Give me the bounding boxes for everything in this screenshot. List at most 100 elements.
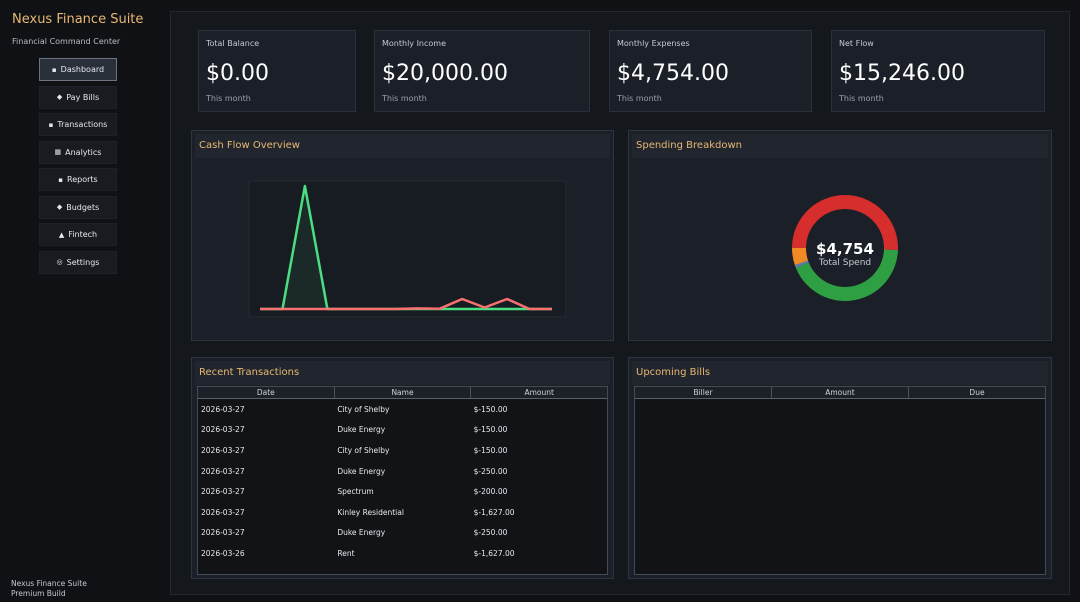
column-header-due[interactable]: Due bbox=[969, 388, 985, 397]
card-header: Upcoming Bills bbox=[632, 361, 1048, 385]
card-header: Spending Breakdown bbox=[632, 134, 1048, 158]
donut-slice[interactable] bbox=[785, 188, 905, 308]
column-header-amount[interactable]: Amount bbox=[772, 387, 909, 398]
kpi-label: Monthly Expenses bbox=[617, 39, 690, 48]
cell-amount: $-150.00 bbox=[473, 425, 508, 435]
transactions-table: Date Name Amount 2026-03-27 City of Shelb… bbox=[197, 386, 608, 575]
cell-name: Duke Energy bbox=[337, 425, 386, 435]
expense-series-line bbox=[260, 297, 552, 311]
cell-name: Duke Energy bbox=[337, 528, 386, 538]
card-header: Cash Flow Overview bbox=[195, 134, 610, 158]
donut-slice[interactable] bbox=[785, 188, 905, 308]
kpi-value: $4,754.00 bbox=[617, 61, 729, 86]
cell-amount: $-150.00 bbox=[473, 404, 508, 414]
kpi-label: Net Flow bbox=[839, 39, 874, 48]
column-header-date[interactable]: Date bbox=[198, 387, 335, 398]
kpi-label: Total Balance bbox=[206, 39, 260, 48]
column-header-biller[interactable]: Biller bbox=[635, 387, 772, 398]
sidebar-item-transactions[interactable]: ▪ Transactions bbox=[39, 113, 117, 136]
kpi-sub: This month bbox=[382, 94, 427, 103]
column-header-amount[interactable]: Amount bbox=[524, 388, 554, 397]
sidebar-item-label: Pay Bills bbox=[66, 92, 100, 102]
fintech-icon: ▲ bbox=[58, 230, 65, 239]
budgets-icon: ◆ bbox=[56, 203, 63, 211]
income-area bbox=[260, 186, 552, 309]
sidebar-item-label: Settings bbox=[66, 257, 100, 267]
app-title: Nexus Finance Suite bbox=[12, 12, 144, 27]
kpi-value: $20,000.00 bbox=[382, 61, 508, 86]
kpi-monthly-income: Monthly Income $20,000.00 This month bbox=[374, 30, 590, 112]
column-header-name[interactable]: Name bbox=[335, 387, 472, 398]
sidebar-item-label: Fintech bbox=[68, 230, 98, 239]
cash-flow-chart bbox=[248, 180, 567, 318]
kpi-net-flow: Net Flow $15,246.00 This month bbox=[831, 30, 1045, 112]
kpi-sub: This month bbox=[206, 94, 251, 103]
app-footer: Nexus Finance Suite Premium Build bbox=[11, 579, 87, 598]
card-title: Spending Breakdown bbox=[636, 140, 742, 151]
cell-amount: $-1,627.00 bbox=[473, 548, 515, 558]
table-row[interactable]: 2026-03-27 Kinley Residential $-1,627.00 bbox=[198, 502, 607, 523]
sidebar-item-dashboard[interactable]: ▪ Dashboard bbox=[39, 58, 117, 81]
app-subtitle: Financial Command Center bbox=[12, 37, 121, 46]
dashboard-icon: ▪ bbox=[51, 65, 57, 74]
sidebar-item-pay-bills[interactable]: ◆ Pay Bills bbox=[39, 85, 117, 109]
table-row[interactable]: 2026-03-27 City of Shelby $-150.00 bbox=[198, 440, 607, 461]
cell-date: 2026-03-27 bbox=[201, 487, 245, 497]
cell-name: Rent bbox=[337, 548, 355, 558]
cell-date: 2026-03-27 bbox=[201, 528, 245, 538]
spending-donut-chart: $4,754 Total Spend bbox=[785, 188, 905, 308]
kpi-sub: This month bbox=[617, 94, 662, 103]
cell-amount: $-150.00 bbox=[473, 445, 508, 455]
cell-amount: $-250.00 bbox=[473, 466, 508, 476]
card-title: Cash Flow Overview bbox=[199, 140, 300, 151]
kpi-monthly-expenses: Monthly Expenses $4,754.00 This month bbox=[609, 30, 812, 112]
sidebar-nav: ▪ Dashboard ◆ Pay Bills ▪ Transactions ▦ Analyt… bbox=[39, 58, 117, 278]
table-header: Date Name Amount bbox=[198, 387, 607, 399]
kpi-value: $15,246.00 bbox=[839, 61, 965, 86]
reports-icon: ▪ bbox=[58, 175, 64, 184]
cell-name: City of Shelby bbox=[337, 404, 390, 414]
sidebar-item-reports[interactable]: ▪ Reports bbox=[39, 168, 117, 191]
card-title: Upcoming Bills bbox=[636, 367, 711, 378]
card-title: Recent Transactions bbox=[199, 367, 300, 378]
sidebar-item-label: Budgets bbox=[66, 202, 100, 212]
bills-table: Biller Amount Due bbox=[634, 386, 1046, 575]
sidebar-item-label: Dashboard bbox=[60, 65, 105, 74]
table-header: Biller Amount Due bbox=[635, 387, 1045, 399]
kpi-sub: This month bbox=[839, 94, 884, 103]
cell-date: 2026-03-27 bbox=[201, 425, 245, 435]
recent-transactions-card: Recent Transactions Date Name Amount 202… bbox=[191, 357, 614, 579]
sidebar: Nexus Finance Suite Financial Command Ce… bbox=[0, 0, 160, 602]
sidebar-item-analytics[interactable]: ▦ Analytics bbox=[39, 140, 117, 164]
footer-app-name: Nexus Finance Suite bbox=[11, 579, 87, 588]
kpi-value: $0.00 bbox=[206, 61, 269, 86]
table-row[interactable]: 2026-03-27 City of Shelby $-150.00 bbox=[198, 399, 607, 420]
sidebar-item-budgets[interactable]: ◆ Budgets bbox=[39, 195, 117, 219]
sidebar-item-fintech[interactable]: ▲ Fintech bbox=[39, 223, 117, 246]
cell-amount: $-1,627.00 bbox=[473, 507, 515, 517]
sidebar-item-label: Transactions bbox=[57, 120, 108, 129]
footer-build: Premium Build bbox=[11, 588, 66, 598]
sidebar-item-settings[interactable]: ◎ Settings bbox=[39, 250, 117, 274]
cell-name: Kinley Residential bbox=[337, 507, 404, 517]
table-row[interactable]: 2026-03-26 Rent $-1,627.00 bbox=[198, 543, 607, 564]
upcoming-bills-card: Upcoming Bills Biller Amount Due bbox=[628, 357, 1052, 579]
cell-name: Spectrum bbox=[337, 487, 374, 497]
cell-name: Duke Energy bbox=[337, 466, 386, 476]
spending-card: Spending Breakdown $4,754 Total Spend bbox=[628, 130, 1052, 341]
table-body: 2026-03-27 City of Shelby $-150.00 2026-03-… bbox=[198, 399, 607, 564]
dashboard-panel: Total Balance $0.00 This month Monthly I… bbox=[170, 11, 1070, 595]
sidebar-item-label: Analytics bbox=[65, 147, 102, 157]
analytics-icon: ▦ bbox=[54, 148, 62, 156]
table-row[interactable]: 2026-03-27 Spectrum $-200.00 bbox=[198, 481, 607, 502]
sidebar-item-label: Reports bbox=[67, 175, 98, 184]
table-row[interactable]: 2026-03-27 Duke Energy $-250.00 bbox=[198, 523, 607, 544]
table-row[interactable]: 2026-03-27 Duke Energy $-250.00 bbox=[198, 461, 607, 482]
cell-name: City of Shelby bbox=[337, 445, 390, 455]
cell-date: 2026-03-27 bbox=[201, 507, 245, 517]
donut-center-label: Total Spend bbox=[818, 258, 871, 268]
card-header: Recent Transactions bbox=[195, 361, 610, 385]
kpi-total-balance: Total Balance $0.00 This month bbox=[198, 30, 356, 112]
donut-center-value: $4,754 bbox=[816, 240, 874, 258]
table-row[interactable]: 2026-03-27 Duke Energy $-150.00 bbox=[198, 420, 607, 441]
